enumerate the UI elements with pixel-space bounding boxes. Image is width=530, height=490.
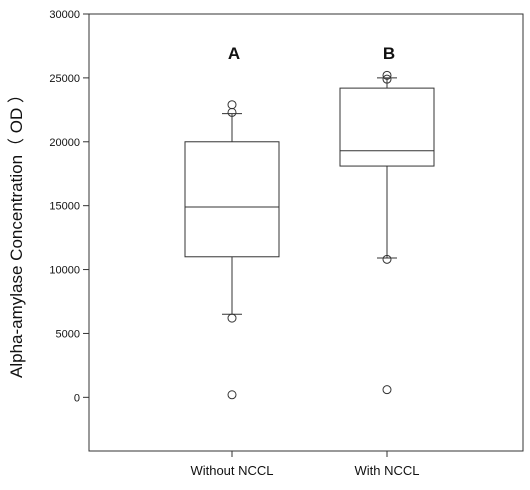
plot-frame bbox=[88, 13, 524, 452]
y-axis: 0 5000 10000 15000 20000 25000 30000 bbox=[49, 9, 89, 404]
outlier-point bbox=[227, 100, 237, 110]
y-tick-label: 15000 bbox=[49, 201, 80, 213]
x-axis: Without NCCL With NCCL bbox=[190, 451, 420, 478]
box-body bbox=[339, 87, 435, 167]
y-tick-label: 20000 bbox=[49, 137, 80, 149]
y-axis-label: Alpha-amylase Concentration（ OD ） bbox=[7, 86, 26, 378]
x-tick-label: Without NCCL bbox=[190, 463, 273, 478]
y-tick-label: 0 bbox=[74, 392, 80, 404]
x-tick-label: With NCCL bbox=[354, 463, 419, 478]
box-body bbox=[184, 141, 280, 258]
box-group: B bbox=[339, 44, 435, 395]
outlier-point bbox=[382, 70, 392, 80]
outlier-point bbox=[227, 390, 237, 400]
y-tick-label: 5000 bbox=[56, 328, 80, 340]
group-label: A bbox=[228, 44, 240, 63]
group-label: B bbox=[383, 44, 395, 63]
y-tick-label: 25000 bbox=[49, 73, 80, 85]
box-group: A bbox=[184, 44, 280, 400]
outlier-point bbox=[227, 313, 237, 323]
outlier-point bbox=[382, 385, 392, 395]
outlier-point bbox=[382, 254, 392, 264]
y-tick-label: 30000 bbox=[49, 9, 80, 21]
outlier-point bbox=[382, 74, 392, 84]
y-tick-label: 10000 bbox=[49, 265, 80, 277]
